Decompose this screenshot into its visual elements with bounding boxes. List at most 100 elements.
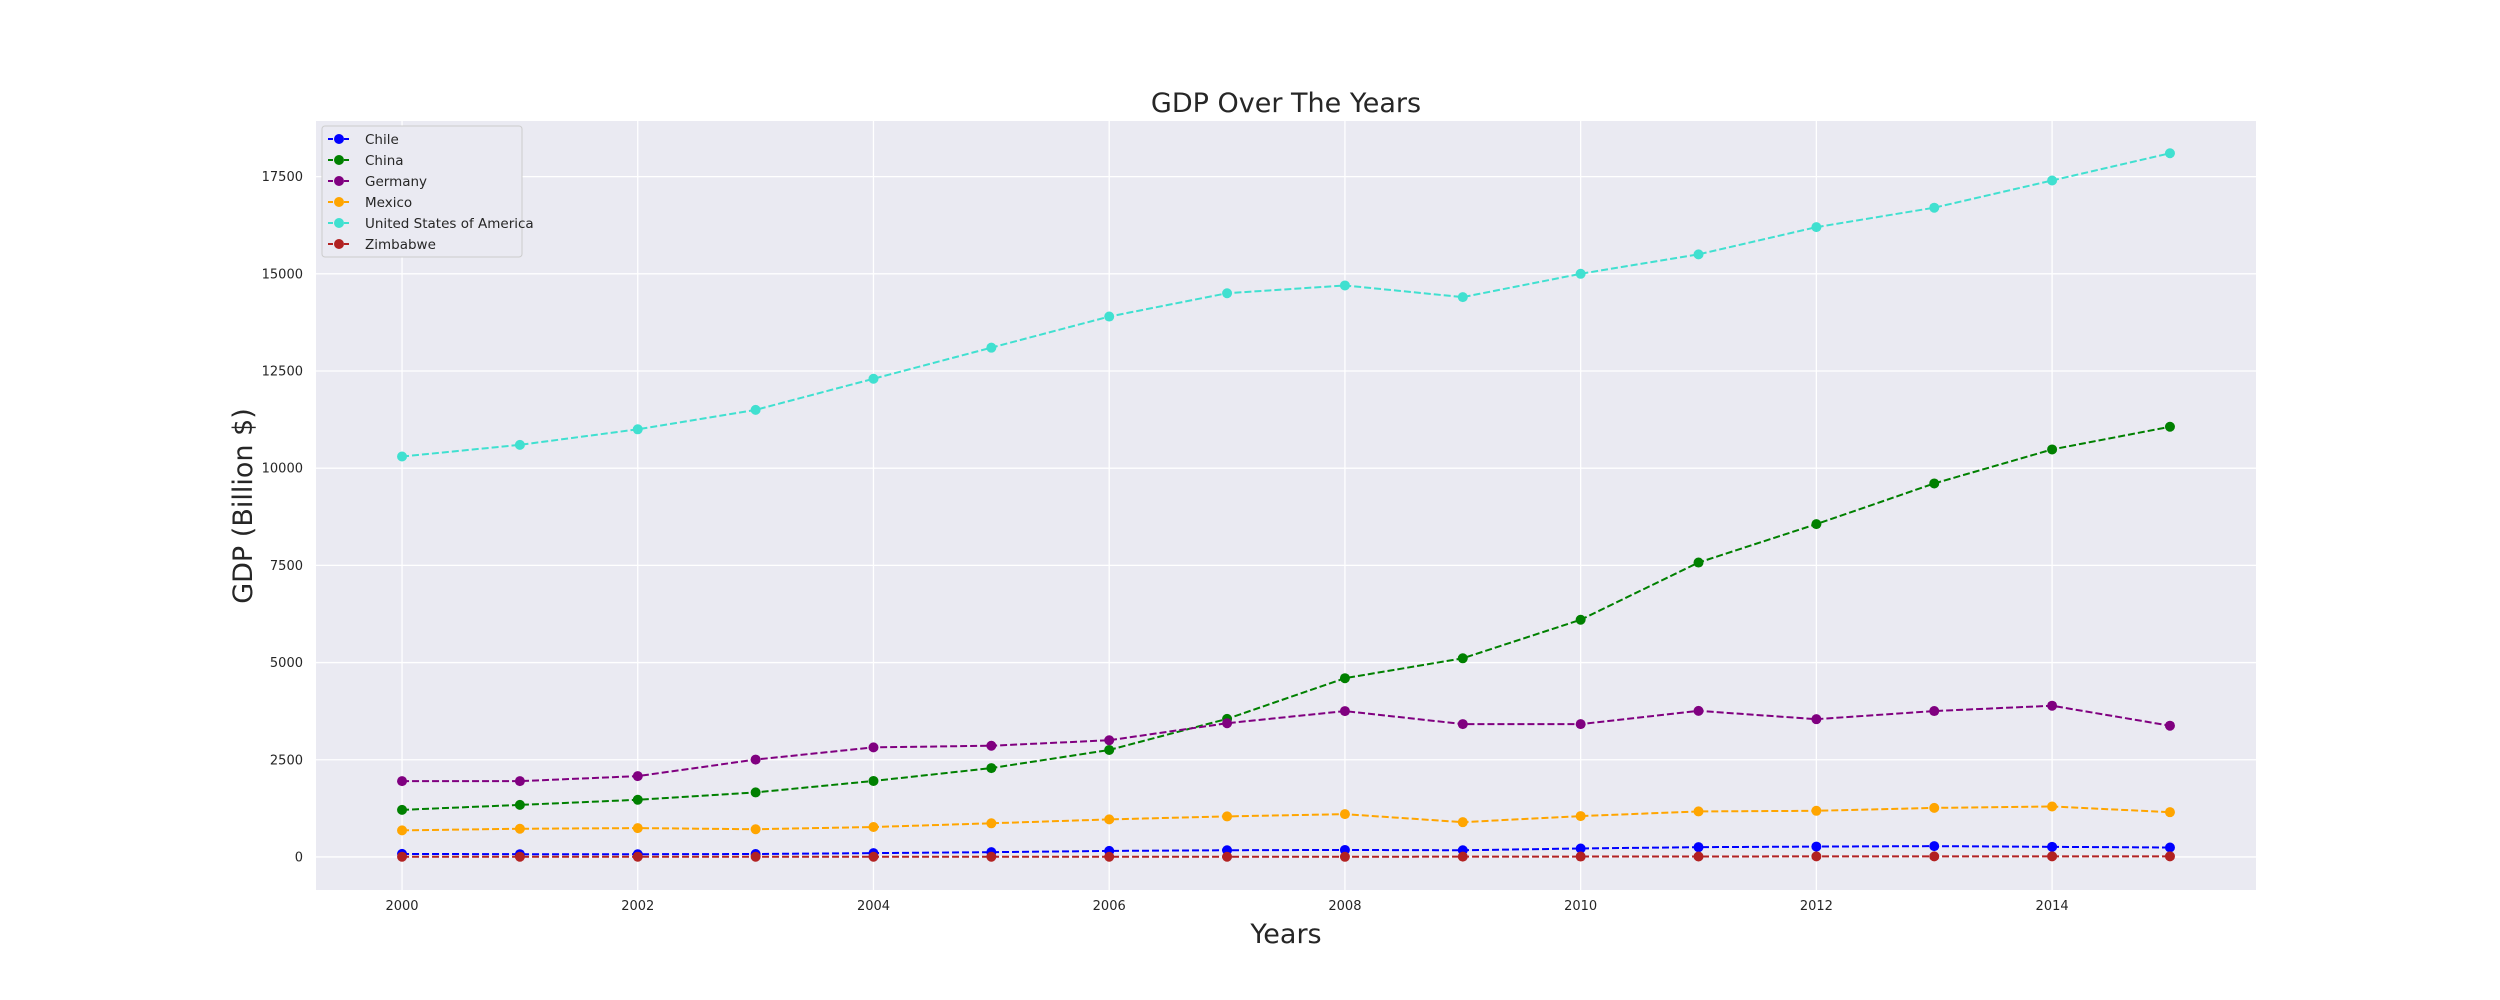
data-point <box>1104 735 1115 746</box>
legend-swatch-marker <box>334 218 344 228</box>
legend-box <box>321 125 523 258</box>
data-point <box>2164 148 2175 159</box>
data-point <box>868 822 879 833</box>
data-point <box>1811 714 1822 725</box>
series-layer <box>397 148 2175 862</box>
x-tick-label: 2014 <box>2036 899 2069 914</box>
series-germany <box>397 700 2175 787</box>
data-point <box>1693 705 1704 716</box>
legend: Chile China Germany Mexico United States of … <box>321 125 534 258</box>
data-point <box>514 799 525 810</box>
data-point <box>632 823 643 834</box>
data-point <box>1457 292 1468 303</box>
data-point <box>514 823 525 834</box>
data-point <box>1339 280 1350 291</box>
legend-swatch-marker <box>334 176 344 186</box>
data-point <box>1222 851 1233 862</box>
data-point <box>1693 557 1704 568</box>
legend-item: Mexico <box>328 195 412 211</box>
data-point <box>1222 288 1233 299</box>
data-point <box>2164 807 2175 818</box>
legend-item: China <box>328 153 404 169</box>
data-point <box>750 851 761 862</box>
data-point <box>397 804 408 815</box>
data-point <box>1575 719 1586 730</box>
data-point <box>868 742 879 753</box>
y-tick-label: 5000 <box>270 656 303 671</box>
series-united-states-of-america <box>397 148 2175 462</box>
data-point <box>2047 801 2058 812</box>
data-point <box>1929 706 1940 717</box>
data-point <box>1929 851 1940 862</box>
data-point <box>750 824 761 835</box>
y-tick-labels: 0 2500 5000 7500 10000 12500 15000 17500 <box>262 170 303 865</box>
data-point <box>750 787 761 798</box>
data-point <box>514 439 525 450</box>
data-point <box>868 851 879 862</box>
data-point <box>1222 811 1233 822</box>
legend-item: Chile <box>328 132 399 148</box>
series-line <box>402 845 2170 856</box>
grid-lines <box>316 121 2256 890</box>
data-point <box>986 818 997 829</box>
y-axis-label: GDP (Billion $) <box>228 408 259 604</box>
data-point <box>2164 842 2175 853</box>
data-point <box>1457 817 1468 828</box>
data-point <box>632 851 643 862</box>
data-point <box>1457 851 1468 862</box>
legend-label: Germany <box>365 174 427 190</box>
data-point <box>1693 842 1704 853</box>
data-point <box>1222 718 1233 729</box>
data-point <box>986 740 997 751</box>
data-point <box>2164 720 2175 731</box>
data-point <box>1811 222 1822 233</box>
data-point <box>1104 744 1115 755</box>
x-tick-label: 2008 <box>1328 899 1361 914</box>
legend-label: China <box>365 153 404 169</box>
data-point <box>632 771 643 782</box>
y-tick-label: 7500 <box>270 559 303 574</box>
y-tick-label: 12500 <box>262 364 303 379</box>
legend-item: United States of America <box>328 216 534 232</box>
y-tick-label: 0 <box>295 850 303 865</box>
data-point <box>2047 841 2058 852</box>
data-point <box>1104 851 1115 862</box>
data-point <box>1693 249 1704 260</box>
data-point <box>514 851 525 862</box>
data-point <box>1811 841 1822 852</box>
legend-item: Germany <box>328 174 427 190</box>
data-point <box>750 404 761 415</box>
data-point <box>1929 478 1940 489</box>
data-point <box>1575 614 1586 625</box>
series-line <box>401 425 2171 811</box>
data-point <box>1929 802 1940 813</box>
x-tick-labels: 2000 2002 2004 2006 2008 2010 2012 2014 <box>385 899 2068 914</box>
data-point <box>397 825 408 836</box>
data-point <box>1575 851 1586 862</box>
x-tick-label: 2002 <box>621 899 654 914</box>
y-tick-label: 15000 <box>262 267 303 282</box>
y-tick-label: 10000 <box>262 462 303 477</box>
data-point <box>2164 421 2175 432</box>
data-point <box>514 776 525 787</box>
legend-label: Mexico <box>365 195 412 211</box>
data-point <box>1339 706 1350 717</box>
data-point <box>397 776 408 787</box>
data-point <box>2047 444 2058 455</box>
data-point <box>1575 811 1586 822</box>
data-point <box>632 424 643 435</box>
legend-swatch-marker <box>334 134 344 144</box>
data-point <box>1693 806 1704 817</box>
y-tick-label: 17500 <box>262 170 303 185</box>
x-tick-label: 2000 <box>385 899 418 914</box>
data-point <box>868 775 879 786</box>
series-chile <box>397 841 2175 860</box>
chart-title: GDP Over The Years <box>1151 88 1421 119</box>
legend-swatch-marker <box>334 155 344 165</box>
data-point <box>2047 175 2058 186</box>
series-zimbabwe <box>397 851 2175 862</box>
data-point <box>632 794 643 805</box>
data-point <box>1693 851 1704 862</box>
data-point <box>1457 653 1468 664</box>
